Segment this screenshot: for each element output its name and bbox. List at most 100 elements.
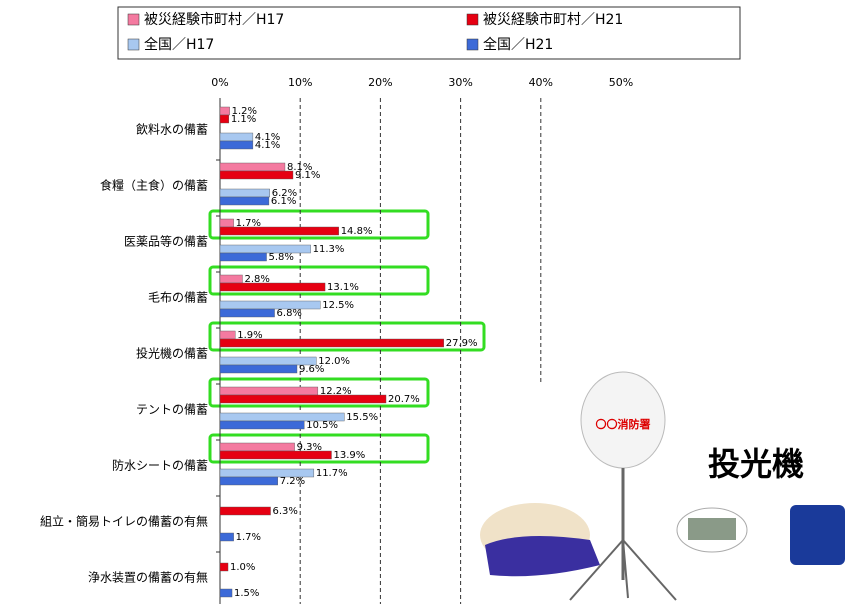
x-tick-label: 10% [288, 76, 312, 89]
bar [219, 106, 230, 116]
highlights [208, 209, 486, 464]
value-label: 8.1% [287, 162, 312, 173]
value-label: 15.5% [346, 412, 378, 423]
value-label: 1.1% [231, 114, 256, 125]
photo-leg [622, 539, 677, 601]
x-tick-label: 20% [368, 76, 392, 89]
value-label: 13.1% [327, 282, 359, 293]
photo-bag [485, 536, 600, 577]
x-tick-label: 0% [211, 76, 228, 89]
highlight [208, 209, 430, 240]
value-label: 11.7% [316, 468, 348, 479]
x-tick-label: 50% [609, 76, 633, 89]
photo-circle [676, 507, 748, 553]
value-label: 13.9% [333, 450, 365, 461]
bar [219, 162, 286, 172]
value-label: 6.3% [273, 506, 298, 517]
bar [219, 386, 319, 396]
category-label: 毛布の備蓄 [148, 290, 208, 305]
bar [219, 330, 236, 340]
legend-box [117, 6, 741, 60]
value-label: 6.8% [277, 308, 302, 319]
value-label: 1.9% [237, 330, 262, 341]
legend-swatch [466, 38, 479, 51]
category-label: 防水シートの備蓄 [112, 458, 208, 473]
highlight [208, 377, 430, 408]
photo-generator [790, 505, 845, 565]
category-label: 投光機の備蓄 [136, 346, 208, 361]
legend-label: 全国／H17 [144, 36, 214, 53]
bar [219, 532, 234, 542]
bar [219, 308, 275, 318]
bar [219, 338, 444, 348]
bar [219, 562, 229, 572]
bar [219, 188, 270, 198]
bar [219, 442, 295, 452]
value-label: 10.5% [306, 420, 338, 431]
x-tick-label: 30% [448, 76, 472, 89]
bar [219, 274, 243, 284]
value-label: 12.2% [320, 386, 352, 397]
value-label: 1.2% [232, 106, 257, 117]
bar [219, 450, 332, 460]
value-label: 9.6% [299, 364, 324, 375]
category-label: 食糧（主食）の備蓄 [100, 178, 208, 193]
photo-leg [569, 539, 624, 601]
bar [219, 252, 267, 262]
value-label: 6.1% [271, 196, 296, 207]
bar [219, 140, 254, 150]
bar [219, 170, 294, 180]
bar [219, 506, 271, 516]
value-label: 12.5% [322, 300, 354, 311]
legend-swatch [466, 13, 479, 26]
legend-label: 被災経験市町村／H17 [144, 11, 284, 28]
category-label: 浄水装置の備蓄の有無 [88, 570, 208, 585]
legend-label: 全国／H21 [483, 36, 553, 53]
value-label: 1.0% [230, 562, 255, 573]
bar [219, 132, 254, 142]
bar [219, 282, 326, 292]
value-label: 4.1% [255, 132, 280, 143]
legend-swatch [127, 38, 140, 51]
value-label: 1.7% [236, 532, 261, 543]
photo: 〇〇消防署 投光機 [473, 371, 845, 604]
bar [219, 364, 298, 374]
bar [219, 226, 339, 236]
bar [219, 114, 230, 124]
bar [219, 394, 387, 404]
photo-label: 〇〇消防署 [596, 417, 651, 431]
bar [219, 588, 233, 598]
bar [219, 196, 270, 206]
photo-battery [688, 518, 736, 540]
category-label: 飲料水の備蓄 [136, 122, 208, 137]
value-label: 6.2% [272, 188, 297, 199]
value-label: 7.2% [280, 476, 305, 487]
highlight [208, 433, 430, 464]
value-label: 4.1% [255, 140, 280, 151]
bar [219, 218, 234, 228]
value-label: 5.8% [269, 252, 294, 263]
value-label: 2.8% [244, 274, 269, 285]
photo-leg [622, 539, 629, 599]
highlight [208, 265, 430, 296]
value-label: 14.8% [341, 226, 373, 237]
category-label: 組立・簡易トイレの備蓄の有無 [40, 514, 208, 529]
bar [219, 300, 321, 310]
x-tick-label: 40% [529, 76, 553, 89]
value-label: 11.3% [313, 244, 345, 255]
value-label: 27.9% [446, 338, 478, 349]
value-label: 1.7% [236, 218, 261, 229]
highlight [208, 321, 486, 352]
photo-title: 投光機 [708, 445, 804, 483]
value-label: 1.5% [234, 588, 259, 599]
bar [219, 476, 278, 486]
bar [219, 420, 305, 430]
value-label: 12.0% [318, 356, 350, 367]
category-label: 医薬品等の備蓄 [124, 234, 208, 249]
category-label: テントの備蓄 [136, 402, 208, 417]
value-label: 9.1% [295, 170, 320, 181]
value-label: 9.3% [297, 442, 322, 453]
legend-label: 被災経験市町村／H21 [483, 11, 623, 28]
bar [219, 244, 311, 254]
